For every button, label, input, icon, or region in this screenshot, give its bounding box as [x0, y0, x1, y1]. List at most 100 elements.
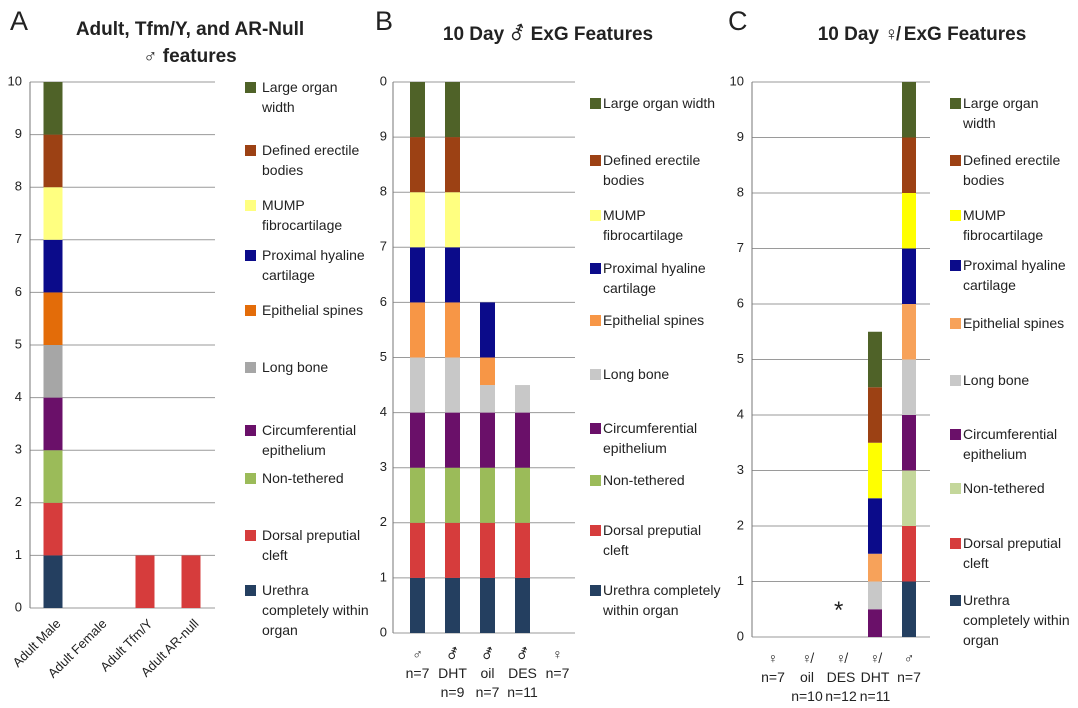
bar-segment — [410, 577, 425, 633]
legend-label: Defined erectile bodies — [963, 152, 1061, 188]
legend-label: Dorsal preputial cleft — [963, 535, 1062, 571]
bar-segment — [410, 247, 425, 303]
bar-segment — [902, 359, 916, 415]
bar-segment — [868, 553, 882, 582]
legend-swatch — [245, 473, 256, 484]
bar-segment — [43, 82, 63, 135]
y-tick-label: 4 — [737, 406, 744, 421]
legend-swatch — [245, 530, 256, 541]
bar-segment — [43, 134, 63, 188]
bar-segment — [181, 555, 201, 608]
x-tick-label: ♀ n=7 — [761, 650, 785, 685]
y-tick-label: 1 — [380, 569, 387, 584]
y-tick-label: 9 — [15, 126, 22, 141]
bar-segment — [43, 502, 63, 556]
legend-label: Large organ width — [963, 95, 1039, 131]
legend-swatch — [590, 315, 601, 326]
legend-label: Non-tethered — [963, 480, 1045, 496]
panel-label: C — [728, 6, 748, 36]
legend-swatch — [950, 210, 961, 221]
bar-segment — [445, 302, 460, 358]
y-tick-label: 0 — [380, 624, 387, 639]
legend-swatch — [245, 305, 256, 316]
legend-label: Epithelial spines — [603, 312, 705, 328]
legend-swatch — [245, 200, 256, 211]
bar-segment — [902, 304, 916, 360]
y-tick-label: 0 — [15, 599, 22, 614]
legend-swatch — [590, 98, 601, 109]
x-tick-label: ♂ n=7 — [897, 650, 921, 685]
legend-swatch — [590, 585, 601, 596]
legend-label: Dorsal preputial cleft — [262, 527, 361, 563]
bar-segment — [480, 522, 495, 578]
bar-segment — [445, 357, 460, 413]
bar-segment — [902, 82, 916, 138]
y-tick-label: 2 — [380, 514, 387, 529]
bar-segment — [868, 442, 882, 499]
legend-label: Circumferential epithelium — [963, 426, 1058, 462]
x-tick-label: ⚦ DHT n=9 — [438, 646, 467, 700]
chart-title: 10 Day ♀̸ ExG Features — [817, 24, 1027, 45]
legend-label: MUMP fibrocartilage — [262, 197, 343, 233]
bar-segment — [868, 581, 882, 610]
legend-swatch — [590, 210, 601, 221]
legend-label: MUMP fibrocartilage — [603, 207, 684, 243]
bar-segment — [515, 467, 530, 523]
bar-segment — [43, 345, 63, 398]
legend-label: Long bone — [963, 372, 1030, 388]
chart-title: 10 Day ⚦ ExG Features — [442, 24, 654, 45]
annotation: * — [834, 597, 844, 624]
y-tick-label: 4 — [15, 389, 22, 404]
y-tick-label: 7 — [380, 239, 387, 254]
legend-label: Epithelial spines — [262, 302, 364, 318]
bar-segment — [480, 357, 495, 386]
y-tick-label: 9 — [737, 129, 744, 144]
bar-segment — [410, 137, 425, 193]
y-tick-label: 0 — [737, 628, 744, 643]
legend-swatch — [590, 423, 601, 434]
y-tick-label: 5 — [15, 336, 22, 351]
legend-label: Non-tethered — [262, 470, 344, 486]
bar-segment — [902, 193, 916, 249]
bar-segment — [868, 331, 882, 388]
bar-segment — [445, 82, 460, 138]
legend-label: MUMP fibrocartilage — [963, 207, 1044, 243]
legend-swatch — [245, 145, 256, 156]
y-tick-label: 6 — [15, 284, 22, 299]
legend-label: Long bone — [262, 359, 329, 375]
y-tick-label: 9 — [380, 129, 387, 144]
bar-segment — [480, 577, 495, 633]
y-tick-label: 8 — [15, 179, 22, 194]
legend-label: Proximal hyaline cartilage — [603, 260, 706, 296]
x-tick-label: ♀̸ DHT n=11 — [859, 650, 891, 704]
legend-swatch — [245, 362, 256, 373]
bar-segment — [902, 415, 916, 471]
bar-segment — [515, 522, 530, 578]
bar-segment — [445, 137, 460, 193]
legend-swatch — [950, 595, 961, 606]
bar-segment — [43, 187, 63, 240]
legend-label: Defined erectile bodies — [603, 152, 701, 188]
bar-segment — [410, 412, 425, 468]
legend-swatch — [950, 98, 961, 109]
bar-segment — [902, 526, 916, 582]
bar-segment — [445, 522, 460, 578]
legend-label: Epithelial spines — [963, 315, 1065, 331]
x-tick-label: ♀̸ oil n=10 — [791, 650, 823, 704]
x-tick-label: ⚦ DES n=11 — [507, 646, 538, 700]
legend-label: Non-tethered — [603, 472, 685, 488]
bar-segment — [902, 470, 916, 526]
legend-label: Circumferential epithelium — [603, 420, 698, 456]
y-tick-label: 5 — [737, 351, 744, 366]
legend-swatch — [590, 369, 601, 380]
panel-label: A — [10, 6, 29, 36]
legend-swatch — [950, 429, 961, 440]
y-tick-label: 8 — [737, 184, 744, 199]
legend-label: Proximal hyaline cartilage — [262, 247, 365, 283]
bar-segment — [902, 137, 916, 193]
legend-label: Long bone — [603, 366, 670, 382]
bar-segment — [410, 82, 425, 138]
bar-segment — [445, 577, 460, 633]
legend-label: Urethra completely within organ — [963, 592, 1070, 648]
